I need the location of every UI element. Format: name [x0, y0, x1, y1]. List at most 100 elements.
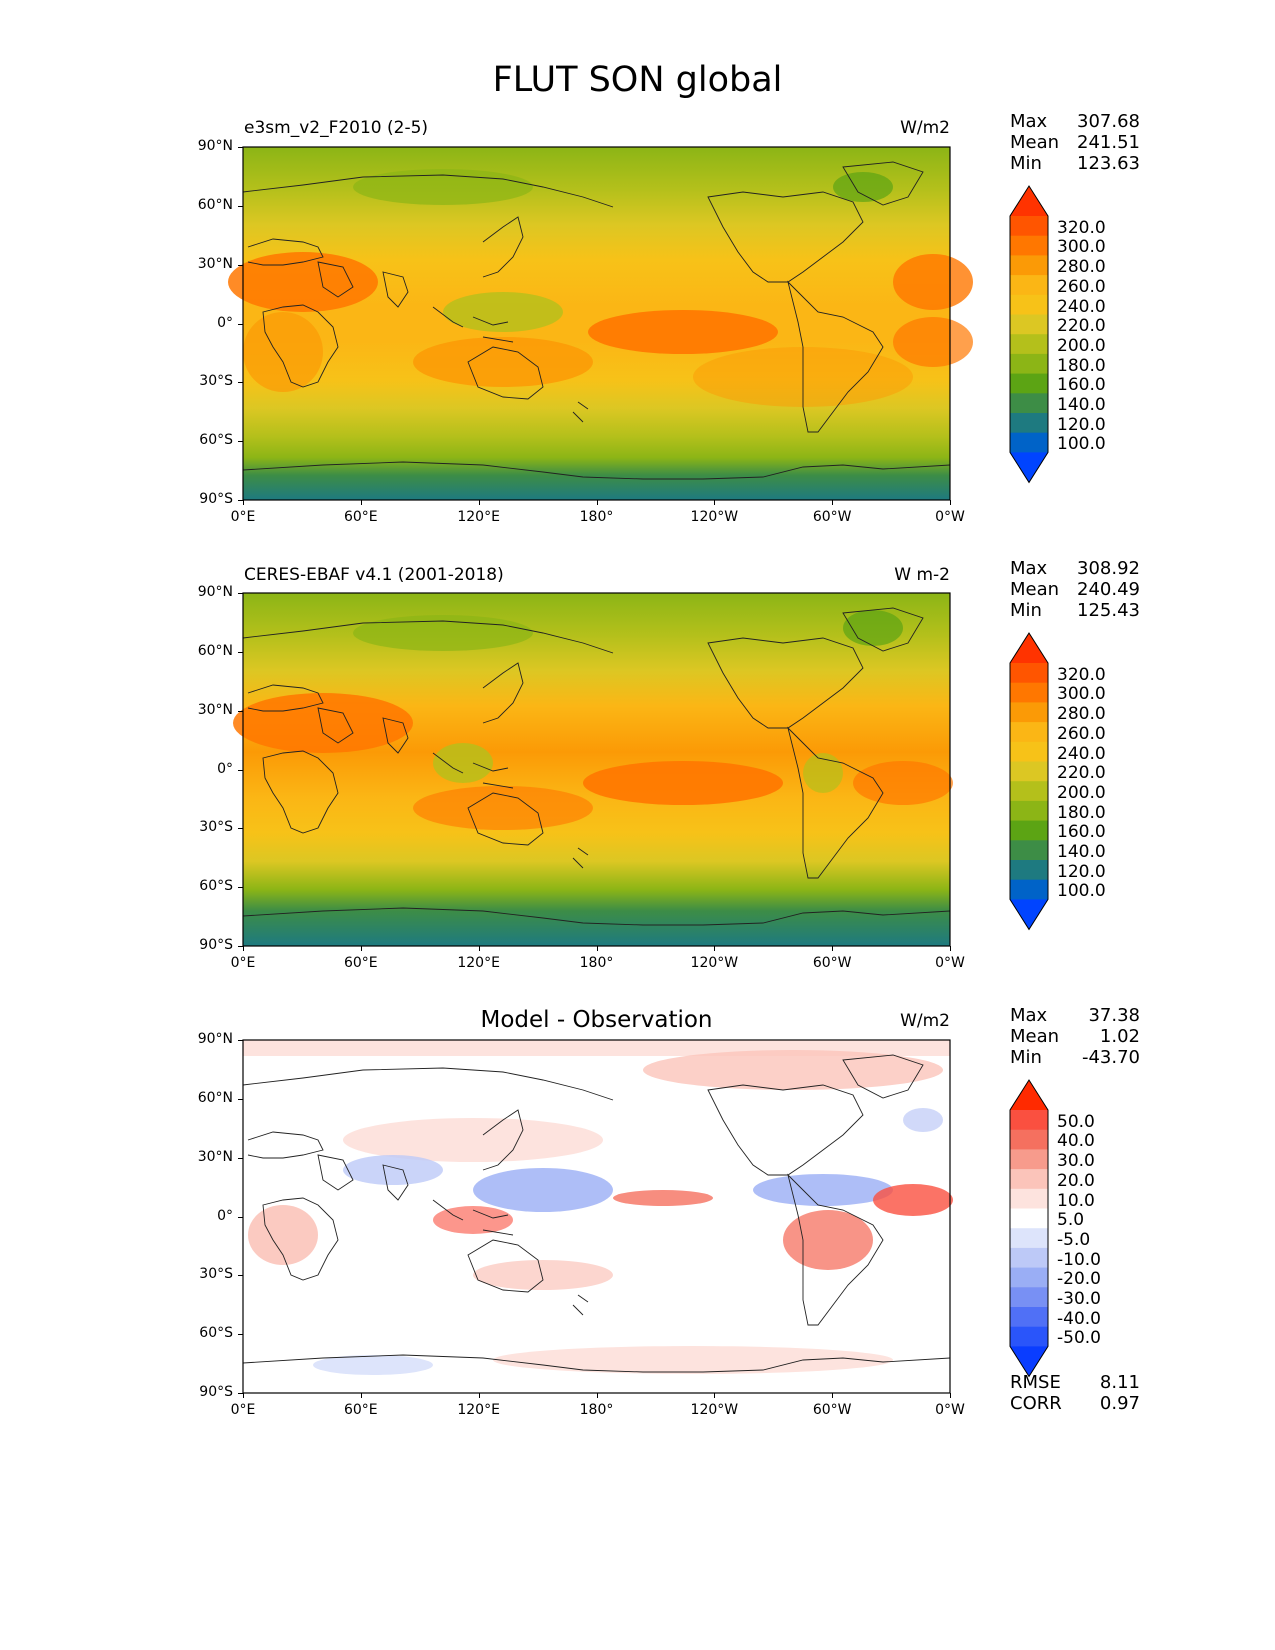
panel-3-coastlines: [242, 1054, 951, 1373]
lon-tick: [596, 500, 598, 505]
stat-label: RMSE: [1010, 1372, 1061, 1393]
colorbar-label: 20.0: [1057, 1170, 1095, 1191]
coastline-segment: [572, 401, 589, 423]
colorbar-bin: [1010, 373, 1048, 394]
lat-tick: [238, 441, 243, 443]
lon-label: 60°E: [343, 509, 378, 525]
colorbar-label: 160.0: [1057, 822, 1106, 843]
stat-label: Mean: [1010, 579, 1060, 600]
panel-1-units: W/m2: [900, 118, 950, 138]
coastline-segment: [382, 271, 409, 308]
colorbar-bin: [1010, 800, 1048, 822]
coastline-segment: [572, 847, 589, 869]
colorbar-bin: [1010, 294, 1048, 315]
colorbar-label: 200.0: [1057, 782, 1106, 803]
lon-label: 120°W: [690, 1402, 739, 1418]
coastline-segment: [242, 174, 614, 208]
stat-row: Min 123.63: [1010, 153, 1140, 175]
coastline-segment: [242, 907, 951, 926]
colorbar-label: 140.0: [1057, 842, 1106, 862]
colorbar-bin: [1010, 781, 1048, 802]
lat-tick: [238, 1216, 243, 1218]
colorbar-label: -40.0: [1057, 1308, 1101, 1329]
lon-tick: [478, 1393, 480, 1398]
colorbar-bin: [1010, 1110, 1048, 1131]
panel-1-warm-regions: [228, 169, 973, 407]
coastline-segment: [707, 1084, 864, 1176]
coastline-segment: [242, 1067, 614, 1101]
panel-2-warm-regions: [233, 610, 953, 830]
lat-label: 30°S: [199, 819, 233, 836]
lat-label: 30°S: [199, 373, 233, 390]
panel-2-title: CERES-EBAF v4.1 (2001-2018): [244, 565, 504, 585]
coastline-segment: [262, 1197, 339, 1281]
lon-tick: [478, 500, 480, 505]
panel-2-coastlines: [242, 607, 951, 926]
panel-2-map: [233, 592, 953, 947]
colorbar-label: 5.0: [1057, 1210, 1085, 1231]
panel-3-diff-regions: [243, 1040, 953, 1375]
colorbar-label: 100.0: [1057, 881, 1106, 902]
lat-label: 90°N: [197, 584, 233, 600]
panel-1-title: e3sm_v2_F2010 (2-5): [244, 118, 429, 138]
colorbar: [1009, 1079, 1049, 1378]
stat-value: 308.92: [1077, 558, 1140, 579]
coastline-segment: [787, 726, 884, 879]
stat-value: 37.38: [1088, 1005, 1140, 1026]
colorbar-label: 120.0: [1057, 861, 1106, 882]
panel-3-title: Model - Observation: [480, 1007, 713, 1033]
lon-label: 120°W: [690, 509, 739, 525]
lat-tick: [238, 828, 243, 830]
colorbar-label: -50.0: [1057, 1328, 1101, 1349]
coastline-segment: [787, 1173, 884, 1326]
colorbar-extend-max: [1010, 186, 1048, 216]
lat-tick: [238, 1393, 243, 1394]
stat-value: 0.97: [1099, 1393, 1140, 1414]
coastline-segment: [242, 461, 951, 480]
lat-label: 30°S: [199, 1266, 233, 1283]
colorbar-bin: [1010, 432, 1048, 453]
extra-stat-row: RMSE 8.11: [1010, 1372, 1140, 1394]
colorbar-label: 300.0: [1057, 237, 1106, 258]
stat-row: Max 308.92: [1010, 558, 1140, 580]
panel-1-coastlines: [242, 161, 951, 480]
lat-label: 60°S: [199, 432, 233, 449]
stat-value: 307.68: [1077, 111, 1140, 132]
colorbar-label: 260.0: [1057, 276, 1106, 297]
lat-label: 90°S: [199, 1384, 233, 1400]
colorbar-label: -5.0: [1057, 1229, 1091, 1250]
colorbar-label: 320.0: [1057, 664, 1106, 685]
colorbar-label: 160.0: [1057, 375, 1106, 396]
lat-label: 30°N: [197, 1148, 233, 1165]
stat-row: Min 125.43: [1010, 600, 1140, 622]
stat-row: Mean 240.49: [1010, 579, 1140, 601]
lat-tick: [238, 1040, 243, 1041]
colorbar-label: -30.0: [1057, 1289, 1101, 1309]
lon-tick: [950, 946, 951, 951]
coastline-segment: [382, 717, 409, 754]
colorbar-bin: [1010, 413, 1048, 434]
lon-tick: [832, 946, 834, 951]
coastline-segment: [262, 750, 339, 834]
colorbar-bin: [1010, 860, 1048, 881]
lon-label: 0°W: [935, 509, 965, 525]
lat-tick: [238, 205, 243, 207]
colorbar-label: 280.0: [1057, 704, 1106, 725]
colorbar-outline: [1009, 632, 1049, 931]
colorbar-bin: [1010, 1247, 1048, 1269]
lat-label: 30°N: [197, 255, 233, 272]
colorbar-bin: [1010, 840, 1048, 861]
colorbar-bin: [1010, 1208, 1048, 1229]
colorbar: [1009, 185, 1049, 484]
colorbar-label: 40.0: [1057, 1131, 1095, 1152]
colorbar-outline: [1009, 185, 1049, 484]
panel-1-map: [228, 146, 973, 501]
lat-tick: [238, 1098, 243, 1100]
colorbar-label: -10.0: [1057, 1249, 1101, 1270]
lat-label: 90°S: [199, 937, 233, 953]
lon-label: 60°E: [343, 1402, 378, 1418]
colorbar-label: 50.0: [1057, 1111, 1095, 1132]
colorbar-bin: [1010, 1307, 1048, 1328]
lat-tick: [238, 147, 243, 148]
colorbar-bin: [1010, 702, 1048, 723]
